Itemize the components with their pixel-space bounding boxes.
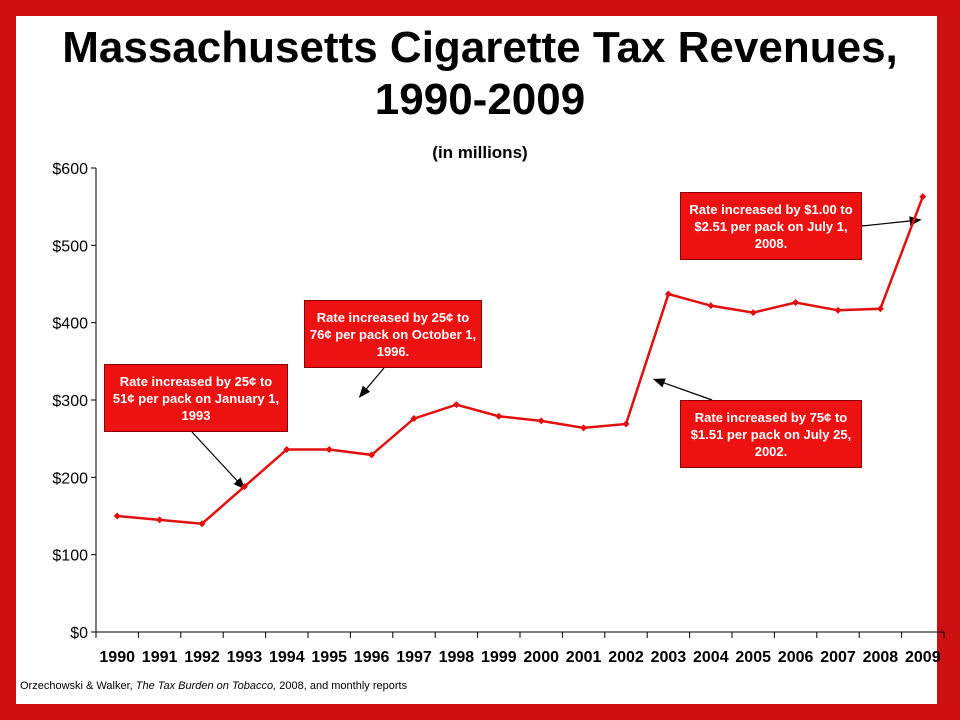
x-tick-label: 2004 [693,649,729,666]
chart-subtitle: (in millions) [432,143,528,162]
data-point-2004 [707,302,715,310]
annotation-arrow-2 [652,378,713,401]
source-rest: 2008, and monthly reports [279,680,408,692]
annotation-arrow-1 [358,367,385,398]
data-point-1991 [156,516,164,524]
x-tick-label: 2000 [523,649,559,666]
data-point-1990 [113,512,121,520]
x-tick-label: 1992 [184,649,220,666]
x-tick-label: 1993 [227,649,263,666]
y-tick-label: $0 [70,625,88,642]
source-note: Orzechowski & Walker, The Tax Burden on … [20,680,407,692]
data-point-1997 [410,415,418,423]
x-tick-label: 2002 [608,649,644,666]
source-authors: Orzechowski & Walker, [20,680,133,692]
annotation-2008: Rate increased by $1.00 to $2.51 per pac… [680,192,862,260]
y-tick-label: $200 [52,470,88,487]
x-tick-label: 2003 [651,649,687,666]
x-tick-label: 1998 [439,649,475,666]
data-point-2006 [792,299,800,307]
data-point-2005 [749,309,757,317]
y-tick-label: $400 [52,316,88,333]
x-tick-labels: 1990 1991 1992 1993 1994 1995 1996 1997 1998 1999… [95,632,945,666]
annotation-arrows [191,216,922,490]
data-point-2001 [580,424,588,432]
data-point-2003 [664,290,672,298]
x-tick-label: 2008 [863,649,899,666]
x-tick-label: 1991 [142,649,178,666]
annotation-arrow-3 [861,216,922,227]
data-point-1999 [495,412,503,420]
x-tick-label: 1997 [396,649,432,666]
annotation-2002: Rate increased by 75¢ to $1.51 per pack … [680,400,862,468]
x-tick-label: 2009 [905,649,941,666]
x-tick-label: 2005 [735,649,771,666]
y-tick-labels: $0 $100 $200 $300 $400 $500 $600 [52,161,96,642]
x-tick-label: 1990 [99,649,135,666]
data-point-1998 [452,401,460,409]
data-point-2008 [876,305,884,313]
x-tick-label: 2006 [778,649,814,666]
x-tick-label: 1994 [269,649,305,666]
data-point-2009 [919,193,927,201]
x-tick-label: 1999 [481,649,517,666]
y-tick-label: $100 [52,548,88,565]
data-point-2007 [834,306,842,314]
data-point-2000 [537,417,545,425]
x-tick-label: 2007 [820,649,856,666]
series-line [113,193,927,528]
x-tick-label: 1995 [311,649,347,666]
x-tick-label: 1996 [354,649,390,666]
data-point-1992 [198,520,206,528]
annotation-arrow-0 [191,431,246,490]
chart-title: Massachusetts Cigarette Tax Revenues, 19… [62,23,898,124]
revenue-line [117,196,924,526]
data-point-1996 [368,451,376,459]
data-point-2002 [622,420,630,428]
source-work: The Tax Burden on Tobacco, [135,680,277,692]
data-point-1993 [240,483,248,491]
y-tick-label: $600 [52,161,88,178]
y-tick-label: $300 [52,393,88,410]
data-point-1994 [283,445,291,453]
annotation-1993: Rate increased by 25¢ to 51¢ per pack on… [104,364,288,432]
annotation-1996: Rate increased by 25¢ to 76¢ per pack on… [304,300,482,368]
y-tick-label: $500 [52,238,88,255]
data-point-1995 [325,445,333,453]
x-tick-label: 2001 [566,649,602,666]
